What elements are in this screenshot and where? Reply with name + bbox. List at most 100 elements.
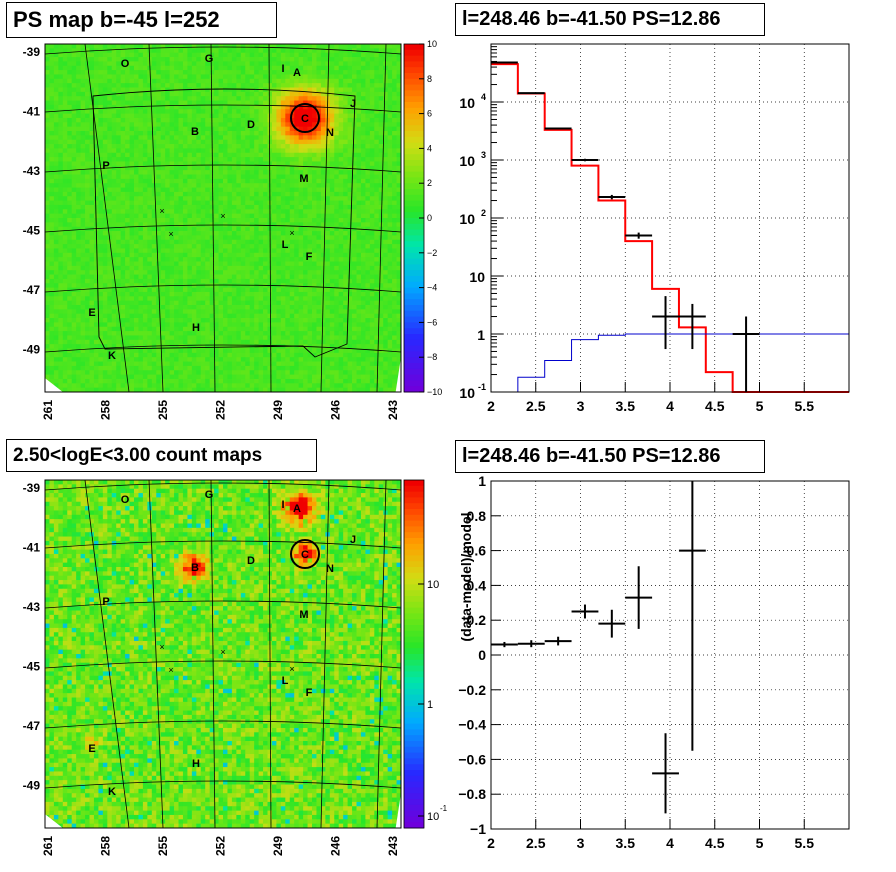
ps_map-map-cell (360, 300, 366, 306)
ps_map-map-cell (89, 213, 95, 219)
ps_map-map-cell (258, 265, 264, 271)
ps_map-map-cell (369, 278, 375, 284)
ps_map-map-cell (218, 235, 224, 241)
ps_map-map-cell (294, 87, 300, 93)
ps_map-map-cell (325, 70, 331, 75)
ps_map-map-cell (160, 270, 166, 275)
ps_map-map-cell (196, 213, 202, 219)
ps_map-map-cell (98, 183, 104, 188)
ps_map-map-cell (178, 183, 184, 188)
ps_map-map-cell (280, 265, 286, 271)
ps_map-map-cell (178, 231, 184, 236)
ps_map-map-cell (374, 139, 380, 145)
ps_map-map-cell (107, 196, 113, 201)
ps_map-map-cell (71, 170, 77, 175)
ps_map-map-cell (191, 74, 197, 80)
ps_map-map-cell (254, 83, 259, 88)
ps_map-map-cell (271, 104, 277, 110)
ps_map-map-cell (147, 78, 153, 84)
ps_map-map-cell (62, 209, 68, 215)
ps_map-map-cell (254, 213, 259, 219)
ps_map-map-cell (196, 270, 202, 275)
ps_map-map-cell (209, 200, 215, 206)
ps_map-map-cell (58, 174, 64, 180)
ps_map-map-cell (138, 65, 144, 71)
ps_map-map-cell (396, 287, 402, 293)
ps_map-map-cell (218, 191, 224, 197)
ps_map-map-cell (191, 52, 197, 58)
ps_map-map-cell (316, 209, 322, 215)
ps_map-map-cell (312, 261, 317, 267)
ps_map-map-cell (214, 209, 219, 215)
ps_map-map-cell (298, 113, 304, 119)
ps_map-map-cell (312, 235, 317, 241)
ps_map-map-cell (263, 191, 268, 197)
ps_map-map-cell (134, 218, 139, 223)
ps_map-map-cell (93, 265, 99, 271)
ps_map-map-cell (254, 100, 259, 106)
ps_map-map-cell (325, 191, 331, 197)
ps_map-map-cell (254, 244, 259, 249)
ps_map-map-cell (187, 165, 193, 171)
ps_map-map-cell (320, 191, 326, 197)
ps_map-map-cell (240, 109, 246, 114)
ps_map-map-cell (231, 270, 237, 275)
ps_map-map-cell (116, 222, 122, 228)
ps_map-map-cell (187, 313, 193, 319)
ps_map-map-cell (356, 187, 362, 193)
ps_map-map-cell (80, 209, 86, 215)
ps_map-map-cell (80, 113, 86, 119)
ps_map-map-cell (223, 261, 228, 267)
ps_map-map-cell (200, 248, 206, 254)
ps_map-map-cell (280, 204, 286, 210)
ps_map-map-cell (276, 174, 282, 180)
ps_map-map-cell (134, 178, 139, 184)
ps_map-map-cell (191, 274, 197, 280)
ps_map-map-cell (392, 157, 397, 162)
ps_map-map-cell (218, 74, 224, 80)
ps_map-map-cell (218, 239, 224, 245)
ps_map-map-cell (200, 104, 206, 110)
ps_map-map-cell (387, 52, 393, 58)
ps_map-map-cell (303, 78, 308, 84)
ps_map-map-cell (116, 257, 122, 262)
ps_map-map-cell (129, 231, 135, 236)
ps_map-map-cell (191, 174, 197, 180)
ps_map-map-cell (49, 117, 55, 123)
ps_map-map-cell (209, 91, 215, 97)
ps_map-map-cell (76, 196, 81, 201)
ps_map-map-cell (187, 96, 193, 101)
ps_map-map-cell (85, 91, 90, 97)
ps_map-map-cell (209, 70, 215, 75)
ps_map-map-cell (369, 152, 375, 158)
ps_map-map-cell (62, 144, 68, 149)
ps_map-map-cell (231, 144, 237, 149)
ps_map-map-cell (62, 170, 68, 175)
ps_map-map-cell (196, 65, 202, 71)
ps_map-map-cell (89, 218, 95, 223)
ps_map-map-cell (45, 222, 50, 228)
ps_map-map-cell (387, 161, 393, 167)
ps_map-map-cell (378, 74, 384, 80)
ps_map-map-cell (334, 100, 340, 106)
ps_map-map-cell (312, 226, 317, 232)
ps_map-map-cell (307, 61, 313, 67)
ps_map-map-cell (334, 135, 340, 141)
ps_map-map-cell (356, 300, 362, 306)
ps_map-map-cell (45, 48, 50, 54)
ps_map-map-cell (205, 209, 211, 215)
ps_map-map-cell (352, 70, 357, 75)
ps_map-map-cell (245, 83, 251, 88)
ps_map-map-cell (378, 191, 384, 197)
ps_map-map-cell (227, 109, 233, 114)
ps_map-map-cell (320, 261, 326, 267)
ps_map-map-cell (338, 239, 344, 245)
ps_map-map-cell (240, 135, 246, 141)
ps_map-map-cell (76, 91, 81, 97)
ps_map-map-cell (280, 191, 286, 197)
ps_map-map-cell (312, 57, 317, 62)
ps_map-map-cell (160, 117, 166, 123)
ps_map-map-cell (245, 174, 251, 180)
ps_map-map-cell (205, 65, 211, 71)
ps_map-map-cell (98, 178, 104, 184)
